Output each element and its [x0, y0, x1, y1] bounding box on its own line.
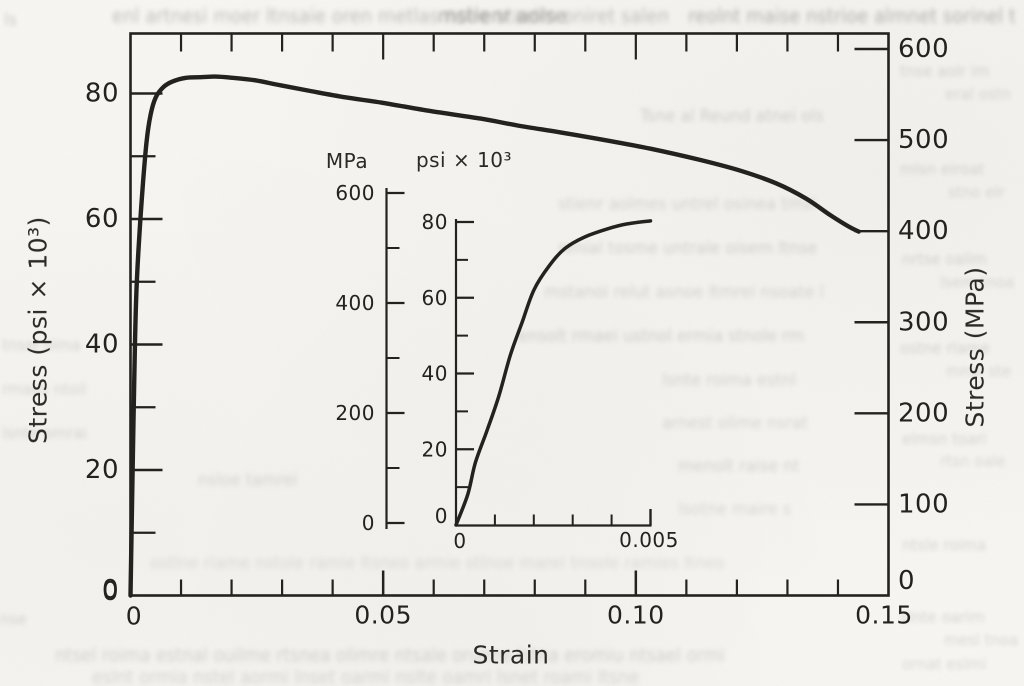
y-left-tick-label: 40 — [85, 330, 119, 360]
y-left-tick-label: 60 — [85, 204, 119, 234]
inset-psi-tick-label: 20 — [422, 437, 448, 461]
plot-frame — [129, 32, 890, 597]
inset-psi-tick-label: 60 — [422, 286, 448, 310]
inset-x-tick-label: 0.005 — [619, 528, 679, 552]
y-right-tick-label: 300 — [898, 307, 949, 337]
main-stress-strain-curve — [128, 74, 861, 598]
y-axis-label-right: Stress (MPa) — [960, 266, 990, 428]
inset-psi-tick-label: 80 — [422, 210, 448, 234]
inset-mpa-tick-label: 200 — [335, 401, 375, 425]
x-axis-label: Strain — [472, 640, 550, 670]
x-tick-label: 0 — [126, 602, 142, 631]
inset-psi-tick-label: 0 — [435, 504, 448, 528]
y-left-tick-label: 80 — [85, 79, 119, 109]
y-left-tick-label: 0 — [102, 575, 119, 605]
x-tick-label: 0.10 — [607, 601, 665, 630]
y-axis-label-left: Stress (psi × 10³) — [23, 216, 53, 444]
y-left-tick-label: 20 — [85, 455, 119, 485]
inset-mpa-tick-label: 600 — [335, 181, 375, 205]
inset-x-tick-label: 0 — [453, 529, 466, 553]
y-right-tick-label: 200 — [898, 398, 949, 428]
inset-mpa-unit-label: MPa — [325, 149, 369, 173]
y-left-origin-label: 0 — [102, 577, 119, 607]
inset-stress-strain-curve — [454, 219, 653, 527]
x-tick-label: 0.15 — [855, 601, 913, 630]
y-right-tick-label: 400 — [898, 216, 949, 246]
y-right-tick-label: 600 — [898, 34, 949, 64]
inset-psi-tick-label: 40 — [422, 362, 448, 386]
y-right-tick-label: 100 — [898, 489, 949, 519]
y-right-tick-label: 0 — [898, 566, 915, 596]
inset-mpa-tick-label: 0 — [362, 511, 375, 535]
inset-mpa-tick-label: 400 — [335, 291, 375, 315]
y-right-tick-label: 500 — [898, 125, 949, 155]
x-tick-label: 0.05 — [354, 601, 412, 630]
inset-psi-unit-label: psi × 10³ — [415, 148, 513, 172]
